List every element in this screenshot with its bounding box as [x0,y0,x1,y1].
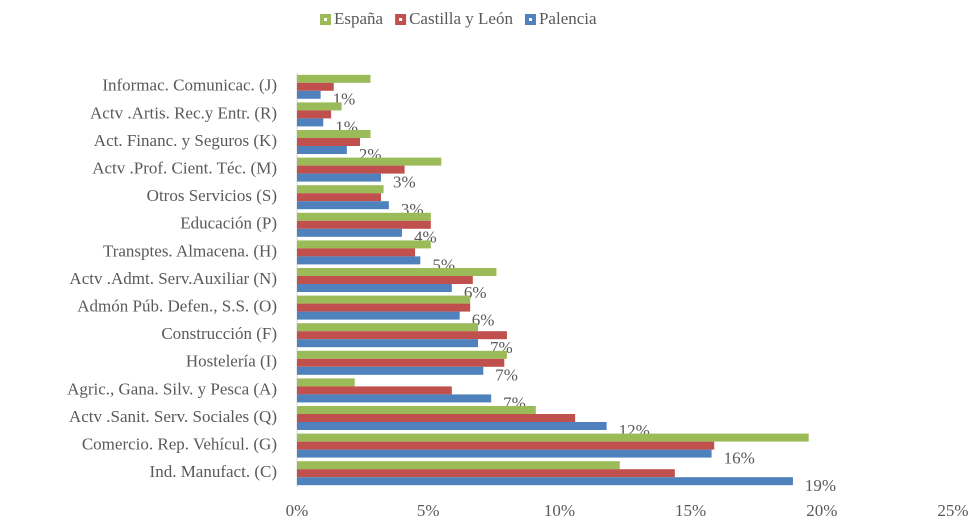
y-tick-label: Admón Púb. Defen., S.S. (O) [77,297,277,316]
x-tick-label: 20% [806,501,837,520]
bar [297,240,431,249]
bar [297,268,497,276]
legend-label: España [334,9,384,28]
bar [297,193,381,202]
bar [297,386,452,395]
x-tick-label: 15% [675,501,706,520]
bar [297,477,793,486]
data-label: 3% [393,173,416,192]
y-tick-label: Actv .Admt. Serv.Auxiliar (N) [69,269,277,288]
bar [297,303,471,312]
data-label: 16% [724,449,755,468]
y-tick-label: Otros Servicios (S) [147,186,277,205]
bar [297,378,355,387]
bar [297,406,536,414]
bar [297,130,371,138]
bar [297,366,484,375]
y-tick-label: Transptes. Almacena. (H) [103,241,277,260]
bar [297,394,492,403]
bar [297,350,507,359]
bar [297,110,332,119]
y-tick-label: Educación (P) [180,214,277,233]
y-tick-label: Ind. Manufact. (C) [150,462,277,481]
bar [297,90,321,99]
bar [297,311,460,320]
bar [297,339,479,348]
bar [297,212,431,221]
y-tick-label: Hostelería (I) [186,352,277,371]
bar [297,228,402,237]
y-tick-label: Agric., Gana. Silv. y Pesca (A) [67,379,277,398]
bar [297,441,715,450]
bar [297,331,507,340]
bar [297,276,473,284]
x-tick-label: 10% [544,501,575,520]
bar [297,157,442,166]
bar [297,74,371,83]
y-tick-label: Informac. Comunicac. (J) [102,76,277,95]
bar [297,469,675,478]
data-label: 19% [805,476,836,495]
bar [297,220,431,229]
x-tick-label: 0% [286,501,309,520]
data-label: 7% [495,366,518,385]
legend-swatch-inner [399,18,403,21]
bar [297,82,334,91]
bar [297,461,620,470]
bar [297,102,342,111]
y-tick-label: Construcción (F) [161,324,277,343]
bar [297,449,712,458]
bar [297,173,381,182]
y-tick-label: Comercio. Rep. Vehícul. (G) [82,435,277,454]
x-tick-label: 5% [417,501,440,520]
legend-label: Castilla y León [409,9,513,28]
bar [297,256,421,265]
bar [297,138,360,146]
legend-swatch-inner [528,18,532,21]
y-tick-label: Act. Financ. y Seguros (K) [94,131,277,150]
bar [297,248,416,257]
y-tick-label: Actv .Sanit. Serv. Sociales (Q) [69,407,277,426]
bar [297,422,607,430]
bar [297,118,324,127]
x-tick-label: 25% [937,501,968,520]
bar [297,165,405,174]
y-tick-label: Actv .Prof. Cient. Téc. (M) [92,159,277,178]
bar [297,414,576,422]
bar [297,323,479,332]
legend-swatch-inner [324,18,327,21]
legend-label: Palencia [539,9,597,28]
bar [297,201,389,210]
bar [297,358,505,367]
bar [297,295,471,304]
bar [297,433,809,442]
bar [297,146,347,154]
bar [297,185,384,194]
bar [297,284,452,292]
y-tick-label: Actv .Artis. Rec.y Entr. (R) [90,103,277,122]
